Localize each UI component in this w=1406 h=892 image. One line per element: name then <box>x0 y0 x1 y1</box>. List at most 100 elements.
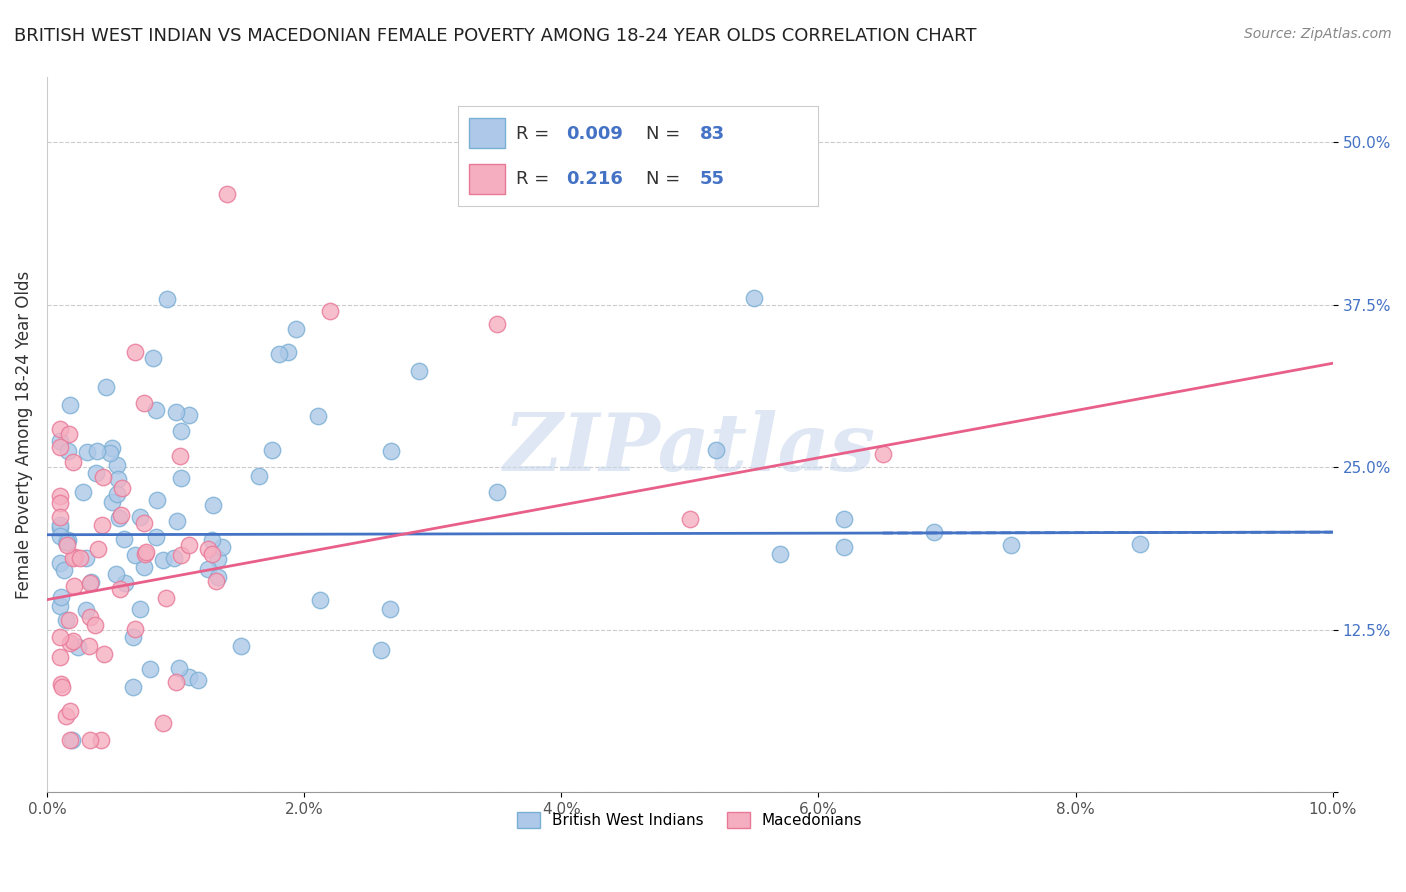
Point <box>122 680 145 694</box>
Point <box>56 538 79 552</box>
Point <box>139 662 162 676</box>
Point <box>105 458 128 472</box>
Point <box>62 550 84 565</box>
Point <box>59 636 82 650</box>
Point <box>155 292 177 306</box>
Point <box>155 591 177 606</box>
Point <box>77 639 100 653</box>
Point <box>83 618 105 632</box>
Point <box>110 508 132 523</box>
Point <box>229 639 252 653</box>
Point <box>142 351 165 366</box>
Point <box>55 613 77 627</box>
Point <box>55 535 77 549</box>
Y-axis label: Female Poverty Among 18-24 Year Olds: Female Poverty Among 18-24 Year Olds <box>15 270 32 599</box>
Point <box>370 643 392 657</box>
Point <box>167 661 190 675</box>
Point <box>211 540 233 554</box>
Point <box>129 509 152 524</box>
Point <box>59 733 82 747</box>
Point <box>101 441 124 455</box>
Point <box>86 443 108 458</box>
Point <box>872 447 894 461</box>
Point <box>48 521 70 535</box>
Point <box>132 560 155 574</box>
Point <box>187 673 209 687</box>
Point <box>197 562 219 576</box>
Point <box>145 402 167 417</box>
Point <box>146 493 169 508</box>
Point <box>145 530 167 544</box>
Point <box>408 364 430 378</box>
Point <box>48 489 70 503</box>
Point <box>124 344 146 359</box>
Point <box>165 674 187 689</box>
Point <box>63 578 86 592</box>
Point <box>277 345 299 359</box>
Point <box>922 525 945 540</box>
Point <box>207 570 229 584</box>
Text: BRITISH WEST INDIAN VS MACEDONIAN FEMALE POVERTY AMONG 18-24 YEAR OLDS CORRELATI: BRITISH WEST INDIAN VS MACEDONIAN FEMALE… <box>14 27 977 45</box>
Point <box>1129 537 1152 551</box>
Point <box>55 709 77 723</box>
Point <box>105 487 128 501</box>
Point <box>179 538 201 552</box>
Point <box>201 533 224 548</box>
Point <box>134 516 156 530</box>
Point <box>205 574 228 588</box>
Point <box>96 379 118 393</box>
Text: Source: ZipAtlas.com: Source: ZipAtlas.com <box>1244 27 1392 41</box>
Point <box>201 498 224 512</box>
Point <box>48 630 70 644</box>
Point <box>91 469 114 483</box>
Point <box>380 443 402 458</box>
Point <box>56 533 79 548</box>
Point <box>76 445 98 459</box>
Point <box>262 442 284 457</box>
Point <box>215 187 238 202</box>
Point <box>124 548 146 562</box>
Point <box>485 318 508 332</box>
Point <box>69 551 91 566</box>
Point <box>87 541 110 556</box>
Point <box>742 291 765 305</box>
Point <box>170 424 193 438</box>
Point <box>832 512 855 526</box>
Point <box>75 602 97 616</box>
Point <box>307 409 329 423</box>
Point <box>51 680 73 694</box>
Point <box>52 563 75 577</box>
Point <box>207 552 229 566</box>
Point <box>79 575 101 590</box>
Point <box>48 496 70 510</box>
Point <box>170 548 193 562</box>
Point <box>75 551 97 566</box>
Point <box>108 511 131 525</box>
Point <box>48 649 70 664</box>
Point <box>51 677 73 691</box>
Point <box>201 547 224 561</box>
Point <box>135 545 157 559</box>
Text: ZIPatlas: ZIPatlas <box>503 410 876 488</box>
Point <box>134 547 156 561</box>
Point <box>105 567 128 582</box>
Point <box>107 472 129 486</box>
Point <box>80 574 103 589</box>
Point <box>84 467 107 481</box>
Point <box>48 434 70 449</box>
Point <box>72 485 94 500</box>
Point <box>59 704 82 718</box>
Point <box>132 395 155 409</box>
Point <box>62 455 84 469</box>
Point <box>90 518 112 533</box>
Point <box>309 593 332 607</box>
Point <box>166 514 188 528</box>
Point <box>769 547 792 561</box>
Point <box>832 540 855 554</box>
Point <box>58 443 80 458</box>
Point <box>48 529 70 543</box>
Point <box>58 426 80 441</box>
Point <box>79 610 101 624</box>
Point <box>100 495 122 509</box>
Point <box>267 347 290 361</box>
